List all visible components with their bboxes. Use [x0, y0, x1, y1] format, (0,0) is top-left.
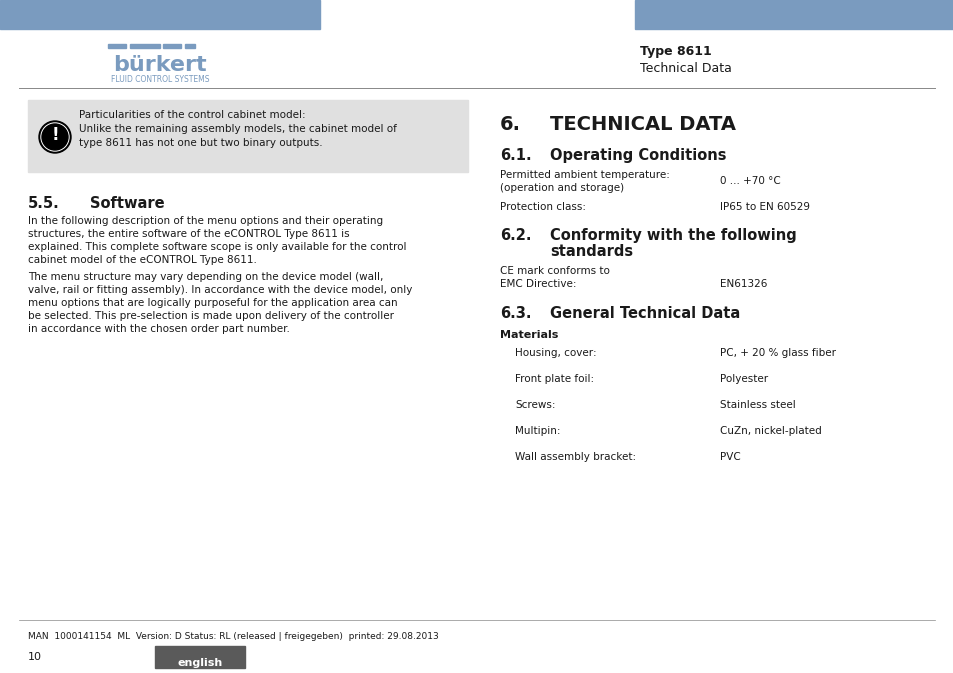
Text: IP65 to EN 60529: IP65 to EN 60529 [720, 202, 809, 212]
Text: TECHNICAL DATA: TECHNICAL DATA [550, 115, 735, 134]
Text: !: ! [51, 126, 59, 144]
Bar [185, 44, 194, 48]
Text: in accordance with the chosen order part number.: in accordance with the chosen order part… [28, 324, 290, 334]
Text: EMC Directive:: EMC Directive: [499, 279, 576, 289]
Bar [0, 0, 319, 29]
Bar [108, 44, 126, 48]
Text: Materials: Materials [499, 330, 558, 340]
Circle shape [39, 121, 71, 153]
Text: Software: Software [90, 196, 165, 211]
Text: Wall assembly bracket:: Wall assembly bracket: [515, 452, 636, 462]
Text: Protection class:: Protection class: [499, 202, 585, 212]
Text: structures, the entire software of the eCONTROL Type 8611 is: structures, the entire software of the e… [28, 229, 349, 239]
Text: MAN  1000141154  ML  Version: D Status: RL (released | freigegeben)  printed: 29: MAN 1000141154 ML Version: D Status: RL … [28, 632, 438, 641]
Text: PVC: PVC [720, 452, 740, 462]
Text: bürkert: bürkert [113, 55, 207, 75]
Text: type 8611 has not one but two binary outputs.: type 8611 has not one but two binary out… [79, 138, 322, 148]
Bar [163, 44, 181, 48]
Text: Permitted ambient temperature:: Permitted ambient temperature: [499, 170, 669, 180]
Text: PC, + 20 % glass fiber: PC, + 20 % glass fiber [720, 348, 835, 358]
Text: Housing, cover:: Housing, cover: [515, 348, 596, 358]
Text: cabinet model of the eCONTROL Type 8611.: cabinet model of the eCONTROL Type 8611. [28, 255, 256, 265]
Bar [635, 0, 953, 29]
Text: 10: 10 [28, 652, 42, 662]
Text: Screws:: Screws: [515, 400, 555, 410]
Text: menu options that are logically purposeful for the application area can: menu options that are logically purposef… [28, 298, 397, 308]
Text: Type 8611: Type 8611 [639, 45, 711, 58]
Text: 6.2.: 6.2. [499, 228, 531, 243]
Text: be selected. This pre-selection is made upon delivery of the controller: be selected. This pre-selection is made … [28, 311, 394, 321]
Text: Unlike the remaining assembly models, the cabinet model of: Unlike the remaining assembly models, th… [79, 124, 396, 134]
Text: 6.3.: 6.3. [499, 306, 531, 321]
Text: CuZn, nickel-plated: CuZn, nickel-plated [720, 426, 821, 436]
Text: The menu structure may vary depending on the device model (wall,: The menu structure may vary depending on… [28, 272, 383, 282]
Text: Front plate foil:: Front plate foil: [515, 374, 594, 384]
Text: valve, rail or fitting assembly). In accordance with the device model, only: valve, rail or fitting assembly). In acc… [28, 285, 412, 295]
Text: Polyester: Polyester [720, 374, 767, 384]
Circle shape [41, 123, 69, 151]
Text: Particularities of the control cabinet model:: Particularities of the control cabinet m… [79, 110, 305, 120]
Bar [28, 100, 468, 172]
Text: 0 ... +70 °C: 0 ... +70 °C [720, 176, 780, 186]
Bar [130, 44, 160, 48]
Text: (operation and storage): (operation and storage) [499, 183, 623, 193]
Text: 5.5.: 5.5. [28, 196, 60, 211]
Text: english: english [177, 658, 222, 668]
Text: Conformity with the following: Conformity with the following [550, 228, 796, 243]
Text: Stainless steel: Stainless steel [720, 400, 795, 410]
Text: In the following description of the menu options and their operating: In the following description of the menu… [28, 216, 383, 226]
Text: FLUID CONTROL SYSTEMS: FLUID CONTROL SYSTEMS [111, 75, 209, 84]
Bar [154, 646, 245, 668]
Text: explained. This complete software scope is only available for the control: explained. This complete software scope … [28, 242, 406, 252]
Text: 6.1.: 6.1. [499, 148, 531, 163]
Text: Operating Conditions: Operating Conditions [550, 148, 726, 163]
Text: CE mark conforms to: CE mark conforms to [499, 266, 609, 276]
Circle shape [42, 124, 68, 150]
Text: 6.: 6. [499, 115, 520, 134]
Text: EN61326: EN61326 [720, 279, 766, 289]
Text: General Technical Data: General Technical Data [550, 306, 740, 321]
Text: Technical Data: Technical Data [639, 62, 731, 75]
Text: standards: standards [550, 244, 633, 259]
Text: Multipin:: Multipin: [515, 426, 560, 436]
